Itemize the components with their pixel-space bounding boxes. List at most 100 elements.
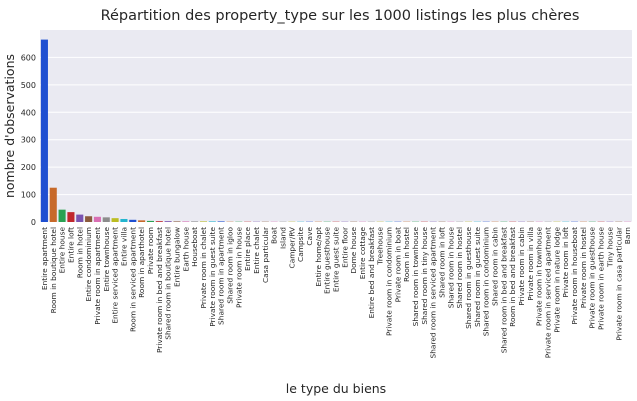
x-tick-label: Entire cottage <box>358 227 367 280</box>
x-tick-label: Camper/RV <box>287 227 296 268</box>
x-tick-label: Campsite <box>296 227 305 262</box>
x-tick-label: Shared room in igloo <box>225 227 234 304</box>
bar <box>182 221 190 222</box>
bar <box>102 217 110 222</box>
x-tick-label: Houseboat <box>190 227 199 267</box>
x-tick-label: Private room in guest suite <box>208 227 217 327</box>
bar <box>138 220 146 222</box>
x-tick-label: Private room in chalet <box>199 227 208 309</box>
x-tick-label: Shared room in townhouse <box>411 227 420 327</box>
x-tick-label: Boat <box>270 227 279 244</box>
bar <box>146 220 154 222</box>
x-tick-label: Private room in apartment <box>93 227 102 325</box>
chart-title: Répartition des property_type sur les 10… <box>101 8 580 24</box>
x-tick-label: Private room in villa <box>526 227 535 301</box>
x-tick-label: Entire bungalow <box>172 227 181 287</box>
bar <box>217 221 225 222</box>
x-tick-label: Entire bed and breakfast <box>367 227 376 319</box>
bar <box>191 221 199 222</box>
x-tick-label: Private room in guesthouse <box>588 227 597 329</box>
x-tick-label: Private room in townhouse <box>535 227 544 327</box>
x-tick-label: Entire house <box>58 227 67 274</box>
x-axis-label: le type du biens <box>286 381 386 396</box>
x-tick-label: Entire loft <box>66 227 75 263</box>
x-tick-label: Private room in condominium <box>385 227 394 336</box>
x-tick-label: Island <box>278 227 287 249</box>
bar <box>76 214 84 222</box>
x-tick-label: Room in aparthotel <box>137 227 146 298</box>
x-tick-label: Dome house <box>349 227 358 274</box>
x-tick-label: Shared room in loft <box>438 227 447 298</box>
x-tick-label: Shared room in cabin <box>491 227 500 306</box>
x-tick-label: Entire home/apt <box>314 227 323 287</box>
bar <box>208 221 216 222</box>
x-tick-label: Treehouse <box>376 227 385 266</box>
bar <box>49 187 57 222</box>
bar <box>58 209 66 222</box>
bars <box>40 39 632 222</box>
x-tick-label: Private room in casa particular <box>614 226 623 341</box>
x-tick-label: Private room in cabin <box>517 227 526 306</box>
x-tick-label: Entire serviced apartment <box>111 227 120 324</box>
bar <box>111 218 119 222</box>
x-tick-label: Room in serviced apartment <box>128 227 137 332</box>
x-tick-label: Entire villa <box>119 227 128 266</box>
x-tick-label: Room in bed and breakfast <box>508 227 517 327</box>
x-tick-label: Private room in loft <box>561 227 570 298</box>
bar <box>164 221 172 222</box>
bar <box>173 221 181 222</box>
y-tick-label: 400 <box>21 108 36 117</box>
x-tick-label: Private room in serviced apartment <box>544 227 553 358</box>
x-tick-label: Entire condominium <box>84 227 93 301</box>
bar <box>85 216 93 222</box>
bar <box>199 221 207 222</box>
bar <box>155 221 163 222</box>
x-tick-label: Private room in earth house <box>597 227 606 330</box>
y-tick-label: 500 <box>21 81 36 90</box>
x-tick-label: Shared room in boutique hotel <box>164 227 173 340</box>
x-tick-label: Private room <box>146 227 155 274</box>
y-axis-label: nombre d'observations <box>2 54 17 198</box>
x-tick-label: Entire chalet <box>252 227 261 274</box>
bar <box>93 216 101 222</box>
x-tick-label: Entire place <box>243 227 252 271</box>
bar <box>120 218 128 222</box>
x-tick-label: Shared room in guest suite <box>473 227 482 327</box>
gridlines <box>40 56 632 223</box>
x-tick-label: Shared room in serviced apartment <box>429 227 438 359</box>
x-tick-label: Cave <box>305 227 314 246</box>
x-tick-label: Shared room in hostel <box>455 227 464 308</box>
bar <box>67 212 75 222</box>
x-tick-label: Entire townhouse <box>102 227 111 292</box>
y-tick-label: 0 <box>31 218 36 227</box>
x-tick-label: Earth house <box>181 227 190 272</box>
y-tick-label: 600 <box>21 53 36 62</box>
x-tick-label: Private room in boat <box>393 227 402 302</box>
x-tick-label: Barn <box>623 227 632 245</box>
x-tick-label: Shared room in house <box>446 227 455 309</box>
x-tick-label: Private room in house <box>234 227 243 308</box>
x-tick-label: Tiny house <box>605 227 614 268</box>
x-tick-label: Shared room in bed and breakfast <box>499 227 508 353</box>
x-tick-label: Shared room in apartment <box>217 227 226 325</box>
x-tick-label: Private room in houseboat <box>570 227 579 325</box>
x-tick-label: Private room in bed and breakfast <box>155 227 164 353</box>
y-tick-label: 100 <box>21 191 36 200</box>
x-tick-labels: Entire apartment Room in boutique hotel En… <box>40 226 632 358</box>
x-tick-label: Entire floor <box>340 226 349 268</box>
x-tick-label: Shared room in condominium <box>482 227 491 336</box>
x-tick-label: Shared room in tiny house <box>420 227 429 325</box>
bar <box>40 39 48 222</box>
y-tick-label: 300 <box>21 136 36 145</box>
x-tick-label: Private room in hostel <box>579 227 588 308</box>
x-tick-label: Entire guest suite <box>332 227 341 293</box>
x-tick-label: Private room in nature lodge <box>552 227 561 333</box>
y-tick-label: 200 <box>21 163 36 172</box>
plot-area <box>40 30 632 222</box>
y-tick-labels: 0 100 200 300 400 500 600 <box>21 53 36 227</box>
x-tick-label: Room in boutique hotel <box>49 227 58 313</box>
x-tick-label: Casa particular <box>261 226 270 283</box>
x-tick-label: Entire apartment <box>40 227 49 290</box>
x-tick-label: Room in hotel <box>75 227 84 278</box>
